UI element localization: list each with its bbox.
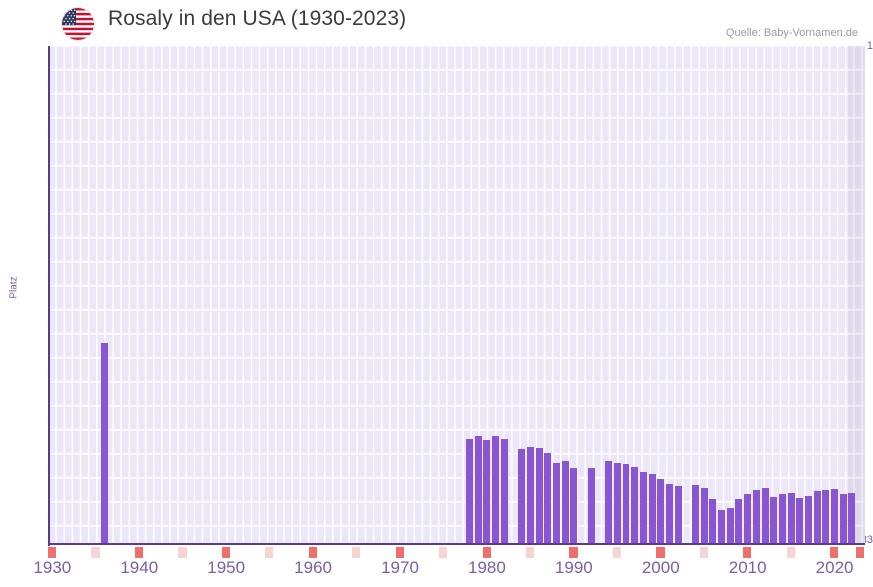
y-axis-line [48,46,50,546]
x-axis-label-1980: 1980 [467,558,506,577]
x-tick-mark-2005 [699,547,708,558]
x-tick-mark-end [856,547,865,558]
page-title: Rosaly in den USA (1930-2023) [108,7,407,30]
plot-area [48,46,865,546]
x-axis-label-1950: 1950 [207,558,246,577]
bar-2008[interactable] [726,508,734,543]
bar-2017[interactable] [805,496,812,543]
x-tick-mark-1945 [178,547,187,558]
x-axis-label-1930: 1930 [33,558,72,577]
bar-1996[interactable] [622,464,630,543]
bar-2020[interactable] [831,489,839,543]
x-tick-mark-1960 [308,547,317,558]
bar-2014[interactable] [778,494,786,543]
x-tick-mark-1995 [612,547,622,558]
x-tick-mark-1980 [482,547,491,558]
bar-1988[interactable] [552,463,560,543]
bar-2011[interactable] [752,490,760,543]
x-tick-mark-1970 [395,547,404,558]
chart-header: Rosaly in den USA (1930-2023) Quelle: Ba… [0,0,873,46]
bar-2018[interactable] [813,491,821,543]
x-tick-mark-1940 [134,547,144,558]
bar-2004[interactable] [692,485,699,543]
bar-2016[interactable] [796,498,804,543]
bar-1981[interactable] [492,436,500,543]
bar-2007[interactable] [718,510,726,543]
bar-1990[interactable] [570,468,578,543]
bar-1998[interactable] [639,472,647,543]
x-tick-mark-2010 [743,547,752,558]
bar-1979[interactable] [474,436,482,543]
bar-1986[interactable] [535,448,543,543]
bar-1936[interactable] [101,343,108,543]
bar-2009[interactable] [735,499,743,543]
bar-1985[interactable] [526,447,534,543]
x-tick-mark-1955 [265,547,274,558]
x-axis-label-2000: 2000 [641,558,680,577]
bar-2019[interactable] [822,490,830,543]
bar-2012[interactable] [761,488,769,543]
y-axis-title: Platz [8,276,20,299]
us-flag-icon [62,8,94,40]
bar-1997[interactable] [631,467,639,543]
bar-1995[interactable] [613,463,621,543]
plot-gridlines [48,46,865,545]
bar-1994[interactable] [605,461,613,543]
x-axis-label-1960: 1960 [294,558,332,577]
bar-2010[interactable] [744,494,752,543]
x-axis-label-1970: 1970 [381,558,419,577]
bar-2001[interactable] [665,484,673,543]
bar-1982[interactable] [500,439,508,543]
x-tick-mark-2000 [656,547,665,558]
bar-series-rosaly [48,46,865,543]
bar-2021[interactable] [839,494,847,543]
y-axis-top-label: 1 [866,40,873,52]
source-attribution: Quelle: Baby-Vornamen.de [725,27,858,39]
bar-1992[interactable] [587,468,595,543]
x-tick-mark-1930 [48,547,57,558]
x-axis-label-2020: 2020 [815,558,854,577]
x-tick-mark-1965 [352,547,361,558]
x-tick-mark-1975 [439,547,448,558]
bar-2000[interactable] [657,479,665,543]
bar-1984[interactable] [518,449,526,543]
bar-1999[interactable] [648,474,656,543]
future-shaded-region [847,46,865,545]
bar-1989[interactable] [561,461,569,543]
x-axis-line [48,543,865,545]
bar-1980[interactable] [483,440,491,543]
x-tick-mark-1950 [221,547,230,558]
x-axis-label-1940: 1940 [120,558,159,577]
x-tick-mark-2020 [830,547,839,558]
x-axis-label-1990: 1990 [554,558,593,577]
bar-2005[interactable] [700,488,708,543]
bar-1978[interactable] [466,439,473,543]
bar-2022[interactable] [848,493,856,543]
x-tick-mark-1990 [569,547,578,558]
bar-1987[interactable] [544,453,552,543]
x-tick-mark-2015 [786,547,795,558]
bar-2013[interactable] [770,497,778,543]
bar-2002[interactable] [674,486,682,543]
x-tick-mark-1985 [526,547,535,558]
x-axis-label-2010: 2010 [728,558,767,577]
x-tick-mark-1935 [91,547,100,558]
bar-2015[interactable] [787,493,795,543]
bar-2006[interactable] [709,499,717,543]
